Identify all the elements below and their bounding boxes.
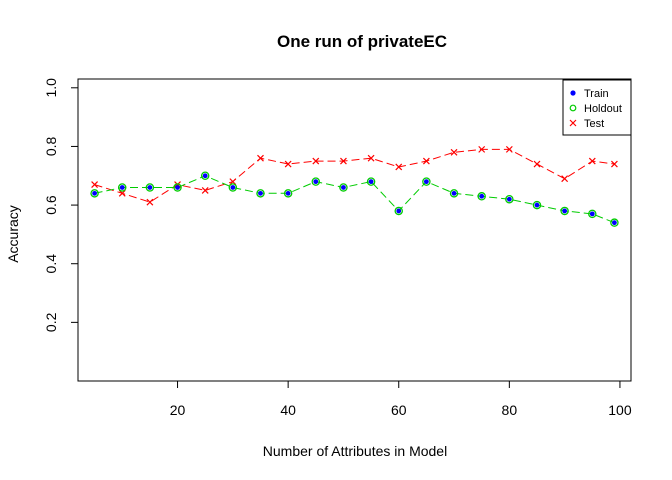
test-point: [367, 154, 375, 162]
train-point: [341, 185, 346, 190]
x-axis: 20 40 60 80 100: [170, 380, 632, 418]
x-tick-label: 60: [391, 402, 407, 418]
train-point: [396, 208, 402, 214]
train-point: [506, 196, 512, 202]
plot-frame: [77, 78, 632, 382]
holdout-point: [256, 189, 265, 198]
holdout-point: [366, 177, 376, 186]
holdout-point: [477, 192, 486, 201]
test-point: [395, 163, 403, 171]
test-point: [257, 154, 264, 162]
y-axis: 0.2 0.4 0.6 0.8 1.0: [43, 78, 79, 332]
test-point: [561, 175, 569, 183]
holdout-point: [422, 177, 431, 186]
y-tick-label: 1.0: [43, 78, 59, 98]
test-point: [201, 186, 209, 194]
train-point: [451, 190, 457, 196]
holdout-point: [560, 206, 569, 216]
holdout-point: [283, 189, 293, 198]
test-point: [229, 178, 237, 186]
train-point: [313, 179, 319, 185]
train-point: [119, 185, 125, 190]
y-tick-label: 0.8: [43, 136, 59, 156]
test-point: [312, 157, 320, 165]
train-point: [562, 208, 568, 214]
train-point: [258, 190, 263, 196]
holdout-point: [145, 183, 155, 192]
test-point: [422, 157, 430, 165]
legend-label-test: Test: [584, 118, 604, 130]
legend-key-train: [570, 90, 576, 96]
test-point: [118, 189, 126, 197]
train-point: [479, 193, 485, 199]
legend-label-train: Train: [584, 88, 609, 100]
y-tick-label: 0.2: [43, 312, 59, 332]
test-series-line: [94, 148, 615, 203]
chart-title: One run of privateEC: [277, 32, 447, 51]
legend-label-holdout: Holdout: [584, 103, 622, 115]
holdout-point: [117, 183, 127, 192]
legend-box: [562, 79, 632, 136]
holdout-point: [228, 183, 238, 192]
test-point: [146, 198, 154, 206]
legend-key-test: [569, 119, 577, 127]
holdout-point: [394, 206, 403, 216]
legend: Train Holdout Test: [562, 79, 632, 136]
train-point: [423, 179, 429, 185]
x-tick-label: 80: [502, 402, 518, 418]
train-point: [368, 179, 374, 185]
test-point: [533, 160, 541, 168]
holdout-point: [588, 209, 597, 219]
holdout-point: [339, 183, 348, 192]
holdout-point: [505, 194, 514, 204]
series-layer: [90, 145, 619, 227]
test-point: [284, 160, 292, 168]
y-tick-label: 0.6: [43, 195, 59, 215]
x-tick-label: 20: [170, 402, 186, 418]
train-point: [534, 202, 540, 208]
x-tick-label: 40: [280, 402, 296, 418]
y-axis-label: Accuracy: [5, 205, 21, 263]
holdout-point: [610, 218, 619, 227]
train-point: [612, 220, 617, 226]
legend-key-holdout: [569, 104, 577, 112]
holdout-point: [532, 200, 542, 210]
train-point: [92, 190, 97, 196]
holdout-series-line: [94, 175, 615, 224]
test-point: [340, 157, 347, 165]
holdout-point: [200, 171, 210, 181]
train-point: [230, 185, 236, 190]
train-point: [175, 185, 180, 190]
holdout-point: [311, 177, 321, 186]
train-point: [285, 190, 291, 196]
holdout-point: [173, 183, 182, 192]
x-tick-label: 100: [608, 402, 632, 418]
test-point: [478, 145, 486, 153]
test-point: [450, 148, 458, 156]
train-point: [589, 211, 595, 217]
holdout-point: [449, 189, 459, 198]
y-tick-label: 0.4: [43, 254, 59, 274]
train-point: [202, 173, 208, 179]
train-point: [147, 185, 153, 190]
test-point: [505, 145, 513, 153]
test-point: [588, 157, 596, 165]
holdout-point: [90, 189, 99, 198]
x-axis-label: Number of Attributes in Model: [263, 443, 447, 459]
test-point: [91, 181, 99, 188]
test-point: [610, 160, 618, 168]
